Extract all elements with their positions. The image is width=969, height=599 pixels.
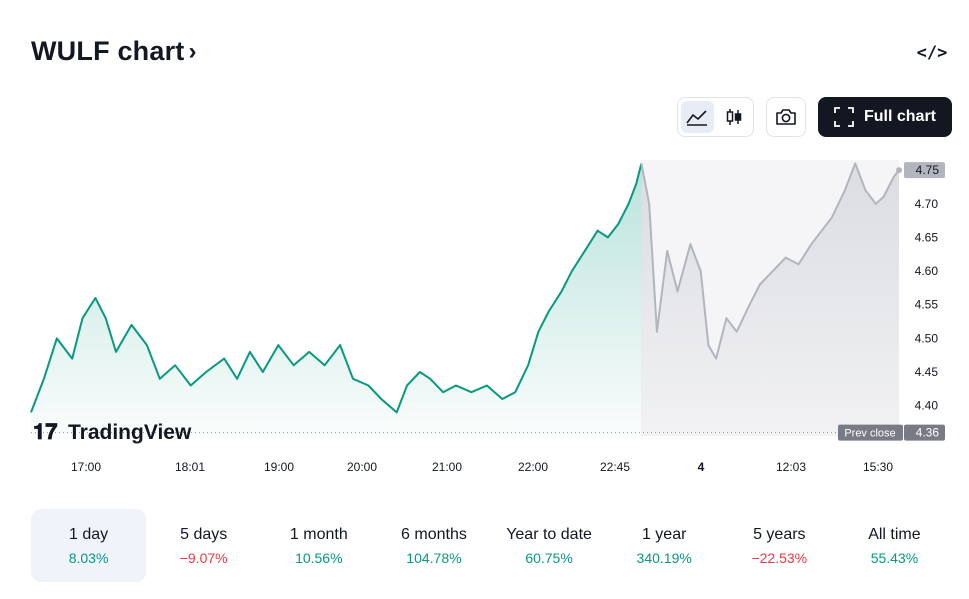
period-selector: 1 day 8.03% 5 days −9.07% 1 month 10.56% 6 mon… <box>31 509 952 582</box>
x-tick-label: 12:03 <box>776 460 806 474</box>
y-tick-label: 4.65 <box>915 230 939 244</box>
candlestick-chart-button[interactable] <box>718 101 751 133</box>
x-tick-label: 22:00 <box>518 460 548 474</box>
x-tick-label: 20:00 <box>347 460 377 474</box>
period-label: 5 years <box>753 525 806 543</box>
period-tab-5-years[interactable]: 5 years −22.53% <box>722 509 837 582</box>
price-chart[interactable]: 𝟏𝟕 TradingView 4.70 4.65 4.60 4.55 4.50 4.45 4… <box>0 150 969 480</box>
page-title: WULF chart <box>31 36 185 66</box>
period-change: 104.78% <box>406 549 462 566</box>
area-chart-icon <box>686 110 708 126</box>
regular-area-fill <box>31 163 642 436</box>
period-change: −9.07% <box>179 549 228 566</box>
period-label: 1 month <box>289 525 348 543</box>
period-tab-all-time[interactable]: All time 55.43% <box>837 509 952 582</box>
snapshot-button[interactable] <box>766 97 806 137</box>
period-tab-5-days[interactable]: 5 days −9.07% <box>146 509 261 582</box>
last-price-dot <box>896 167 902 174</box>
last-price-value: 4.75 <box>916 163 940 177</box>
x-tick-label: 18:01 <box>175 460 205 474</box>
period-change: 55.43% <box>870 549 919 566</box>
period-change: 8.03% <box>68 549 109 566</box>
x-tick-label: 17:00 <box>71 460 101 474</box>
period-change: 340.19% <box>636 549 692 566</box>
prev-close-value-tag <box>904 424 945 441</box>
period-tab-1-day[interactable]: 1 day 8.03% <box>31 509 147 582</box>
y-tick-label: 4.50 <box>915 331 939 345</box>
period-label: 1 year <box>641 525 687 543</box>
prev-close-label: Prev close <box>844 428 895 440</box>
x-tick-label: 4 <box>698 460 705 474</box>
period-change: 60.75% <box>525 549 573 566</box>
y-tick-label: 4.55 <box>915 298 939 312</box>
period-label: 5 days <box>180 525 228 543</box>
area-chart-button[interactable] <box>681 101 714 133</box>
full-chart-label: Full chart <box>863 108 936 125</box>
prev-close-value: 4.36 <box>916 426 940 440</box>
chart-type-toggle <box>677 97 754 137</box>
period-label: Year to date <box>506 525 592 543</box>
period-tab-1-year[interactable]: 1 year 340.19% <box>607 509 722 582</box>
period-tab-6-months[interactable]: 6 months 104.78% <box>376 509 491 582</box>
camera-icon <box>776 109 796 125</box>
extended-area-fill <box>641 163 899 436</box>
period-tab-1-month[interactable]: 1 month 10.56% <box>261 509 376 582</box>
y-tick-label: 4.40 <box>915 399 939 413</box>
period-label: 1 day <box>68 525 109 543</box>
svg-text:𝟏𝟕: 𝟏𝟕 <box>33 420 58 445</box>
period-change: −22.53% <box>751 549 808 566</box>
fullscreen-corners-icon <box>834 107 854 127</box>
period-label: 6 months <box>401 525 467 543</box>
candlestick-icon <box>726 109 741 125</box>
embed-code-button[interactable]: </> <box>916 40 948 66</box>
watermark-text: TradingView <box>68 421 192 444</box>
last-price-tag <box>904 162 945 179</box>
extended-price-line <box>640 162 900 360</box>
regular-price-line <box>30 163 643 414</box>
period-change: 10.56% <box>295 549 343 566</box>
y-tick-label: 4.45 <box>915 365 939 379</box>
chevron-right-icon: › <box>188 37 197 65</box>
prev-close-tag <box>838 424 903 441</box>
x-tick-label: 15:30 <box>863 460 893 474</box>
x-tick-label: 22:45 <box>600 460 630 474</box>
period-tab-year-to-date[interactable]: Year to date 60.75% <box>492 509 607 582</box>
x-tick-label: 21:00 <box>432 460 462 474</box>
y-tick-label: 4.70 <box>915 197 939 211</box>
full-chart-button[interactable]: Full chart <box>818 97 952 137</box>
period-label: All time <box>868 525 921 543</box>
code-icon: </> <box>916 43 948 63</box>
y-tick-label: 4.60 <box>915 264 939 278</box>
tradingview-watermark: 𝟏𝟕 TradingView <box>33 420 192 445</box>
x-tick-label: 19:00 <box>264 460 294 474</box>
chart-title-link[interactable]: WULF chart › <box>31 36 197 67</box>
